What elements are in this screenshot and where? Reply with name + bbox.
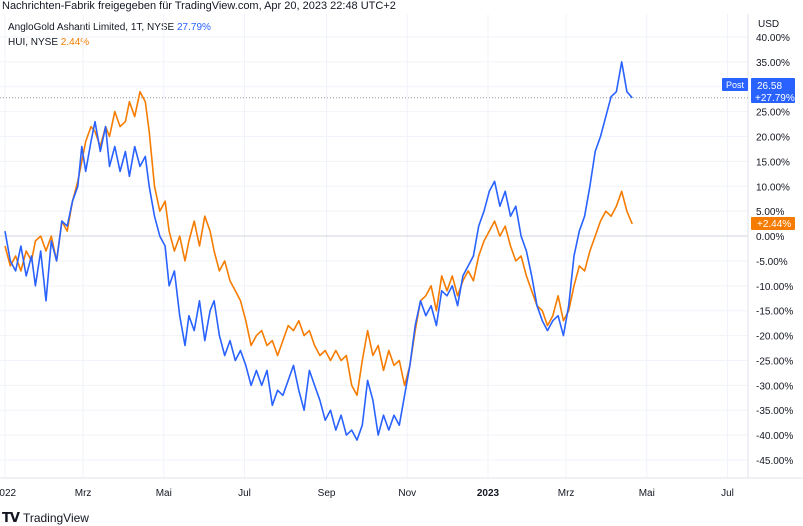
series1-price-tag bbox=[751, 78, 795, 103]
x-tick-label: Mrz bbox=[75, 488, 92, 499]
price-tags: Post 26.58 +27.79% +2.44% bbox=[722, 78, 795, 230]
y-tick-label: -45.00% bbox=[756, 456, 793, 467]
x-tick-label: Mai bbox=[639, 488, 655, 499]
grid-lines bbox=[0, 14, 803, 479]
x-tick-label: Jul bbox=[721, 488, 734, 499]
y-tick-label: -20.00% bbox=[756, 332, 793, 343]
x-tick-label: Mrz bbox=[558, 488, 575, 499]
y-tick-label: -15.00% bbox=[756, 307, 793, 318]
y-tick-label: 20.00% bbox=[756, 133, 790, 144]
x-tick-label: Sep bbox=[318, 488, 336, 499]
series-line-anglogold[interactable] bbox=[4, 61, 633, 441]
y-tick-label: -30.00% bbox=[756, 381, 793, 392]
y-tick-label: 5.00% bbox=[756, 207, 784, 218]
y-tick-label: 35.00% bbox=[756, 58, 790, 69]
y-tick-label: -40.00% bbox=[756, 431, 793, 442]
y-tick-label: -5.00% bbox=[756, 257, 788, 268]
post-tag-label: Post bbox=[726, 80, 745, 90]
tradingview-logo: TV bbox=[2, 510, 20, 526]
x-tick-label: 2023 bbox=[477, 488, 500, 499]
currency-label: USD bbox=[758, 19, 780, 30]
x-tick-label: 2022 bbox=[0, 488, 17, 499]
legend-symbol-anglogold: AngloGold Ashanti Limited, 1T, NYSE bbox=[8, 22, 175, 33]
y-tick-label: -10.00% bbox=[756, 282, 793, 293]
series2-pct-value: +2.44% bbox=[757, 219, 791, 230]
y-axis-ticks: 40.00%35.00%30.00%25.00%20.00%15.00%10.0… bbox=[756, 33, 793, 467]
legend-value-anglogold: 27.79% bbox=[176, 22, 211, 33]
x-axis-ticks: 2022 Mrz Mai Jul Sep Nov 2023 Mrz Mai Jul bbox=[0, 488, 734, 499]
y-tick-label: 40.00% bbox=[756, 33, 790, 44]
series2-price-tag bbox=[751, 217, 795, 230]
y-tick-label: 0.00% bbox=[756, 232, 784, 243]
y-tick-label: -35.00% bbox=[756, 406, 793, 417]
legend-symbol-hui: HUI, NYSE bbox=[8, 37, 59, 48]
y-tick-label: 10.00% bbox=[756, 182, 790, 193]
post-tag bbox=[722, 78, 748, 91]
tradingview-brand: TradingView bbox=[22, 511, 89, 525]
legend-item-anglogold[interactable]: AngloGold Ashanti Limited, 1T, NYSE 27.7… bbox=[8, 22, 211, 33]
y-tick-label: -25.00% bbox=[756, 356, 793, 367]
series-layer bbox=[4, 61, 633, 441]
x-tick-label: Nov bbox=[398, 488, 416, 499]
chart-attribution: Nachrichten-Fabrik freigegeben für Tradi… bbox=[2, 0, 396, 12]
x-tick-label: Jul bbox=[238, 488, 251, 499]
series-line-hui[interactable] bbox=[4, 90, 633, 397]
legend-value-hui: 2.44% bbox=[60, 37, 90, 48]
series1-pct-value: +27.79% bbox=[755, 93, 795, 104]
y-tick-label: 25.00% bbox=[756, 108, 790, 119]
legend-item-hui[interactable]: HUI, NYSE 2.44% bbox=[8, 37, 89, 48]
x-tick-label: Mai bbox=[156, 488, 172, 499]
y-tick-label: 15.00% bbox=[756, 157, 790, 168]
series1-price-value: 26.58 bbox=[757, 81, 782, 92]
tradingview-footer[interactable]: TV TradingView bbox=[2, 510, 89, 526]
